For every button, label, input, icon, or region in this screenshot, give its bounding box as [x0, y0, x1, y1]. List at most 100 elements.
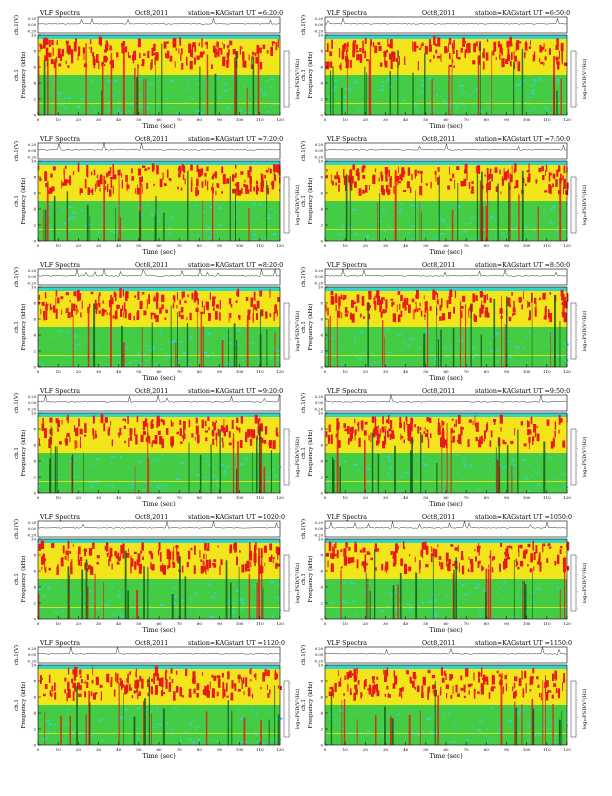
spectrogram-cyan-speckle [42, 459, 44, 462]
spectrogram-red-patch [186, 56, 188, 66]
spectrogram-red-patch [84, 179, 87, 189]
spectrogram-cyan-speckle [534, 80, 537, 83]
spectrogram-cyan-speckle [433, 358, 437, 361]
spectrogram-red-patch [45, 311, 48, 320]
spectrogram-cyan-speckle [126, 347, 129, 349]
spectrogram-sferic [509, 173, 511, 241]
spectrogram-red-patch [39, 177, 42, 182]
spectrogram-red-patch [203, 553, 205, 559]
spectrogram-cyan-speckle [177, 710, 181, 712]
spectrogram-red-patch [216, 183, 220, 188]
spectrogram-cyan-speckle [277, 584, 280, 587]
spectrogram-sferic [330, 70, 331, 115]
spectrogram-red-patch [160, 677, 164, 687]
spectrogram-cyan-speckle [477, 488, 479, 491]
spectrogram-cyan-speckle [63, 587, 65, 590]
spectrogram-cyan-speckle [409, 337, 413, 340]
x-axis-label: Time (sec) [142, 123, 175, 130]
spectrogram-red-patch [269, 689, 271, 695]
spectrogram-red-patch [463, 695, 466, 698]
spectrogram-red-patch [403, 190, 407, 192]
spectrogram-cyan-speckle [413, 104, 416, 106]
spectrogram-red-patch [168, 559, 171, 568]
spectrogram-cyan-speckle [511, 209, 513, 211]
spectrogram-red-patch [150, 686, 153, 695]
spectrogram-red-patch [196, 434, 200, 444]
spectrogram-sferic [147, 567, 149, 619]
spectrogram-red-patch [466, 170, 468, 180]
spectrogram-red-patch [557, 60, 560, 70]
spectrogram-cyan-speckle [426, 470, 428, 472]
spectrogram-red-patch [203, 50, 205, 55]
spectrogram-red-patch [490, 686, 494, 692]
spectrogram-cyan-speckle [544, 224, 546, 226]
spectrogram-red-patch [555, 45, 559, 50]
spectrogram-red-patch [236, 185, 238, 196]
colorbar-tick-label: - [290, 338, 292, 342]
spectrogram-cyan-speckle [408, 461, 412, 463]
spectrogram-cyan-speckle [344, 581, 349, 583]
spectrogram-sferic [552, 703, 554, 745]
spectrogram-red-patch [513, 300, 515, 308]
spectrogram-red-patch [206, 41, 208, 49]
spectrogram-red-patch [84, 434, 87, 437]
spectrogram-red-patch [96, 54, 99, 63]
y-tick-label: 8 [320, 679, 323, 684]
spectrogram-cyan-speckle [371, 238, 374, 240]
spectrogram-red-patch [370, 557, 373, 561]
spectrogram-cyan-speckle [111, 95, 114, 98]
spectrogram-cyan-speckle [494, 238, 497, 240]
spectrogram-red-patch [221, 673, 224, 678]
spectrogram-red-patch [363, 681, 366, 690]
spectrogram-cyan-speckle [491, 707, 495, 709]
spectrogram-red-patch [377, 425, 379, 429]
spectrogram-red-patch [151, 678, 154, 682]
spectrogram-red-patch [163, 565, 166, 575]
spectrogram-sferic [419, 201, 421, 241]
spectrogram-red-patch [473, 689, 476, 699]
panel-title: VLF Spectra [326, 640, 367, 647]
spectrogram-red-patch [377, 42, 381, 45]
spectrogram-cyan-speckle [63, 221, 66, 224]
spectrogram-cyan-speckle [269, 476, 271, 478]
spectrogram-cyan-speckle [155, 105, 158, 108]
spectrogram-cyan-speckle [532, 350, 534, 351]
spectrogram-red-patch [419, 170, 423, 174]
spectrogram-red-patch [211, 688, 215, 698]
spectrogram-red-patch [484, 430, 486, 440]
y-tick-label: 8 [33, 301, 36, 306]
spectrogram-cyan-speckle [340, 226, 345, 228]
spectrogram-red-patch [98, 297, 100, 302]
spectrogram-cyan-speckle [441, 490, 445, 492]
spectrogram-red-patch [169, 178, 172, 182]
waveform-tick-label: 0.20 [315, 647, 324, 651]
spectrogram-red-patch [442, 427, 444, 438]
spectrogram-red-patch [340, 549, 343, 552]
spectrogram-red-patch [265, 169, 269, 173]
spectrogram-cyan-speckle [489, 465, 491, 468]
spectrogram-red-patch [123, 425, 126, 429]
spectrogram-red-patch [65, 40, 69, 45]
spectrogram-cyan-speckle [73, 467, 77, 469]
spectrogram-cyan-speckle [449, 347, 452, 350]
spectrogram-red-patch [234, 172, 237, 176]
spectrogram-red-patch [44, 684, 48, 689]
spectrogram-sferic [479, 180, 481, 241]
spectrogram-red-patch [64, 165, 67, 169]
spectrogram-cyan-speckle [68, 230, 71, 233]
spectrogram-red-patch [192, 675, 196, 684]
spectrogram-red-patch [354, 684, 358, 690]
spectrogram-red-patch [527, 564, 529, 567]
spectrogram-red-patch [247, 433, 249, 439]
waveform-trace [38, 646, 280, 655]
colorbar-frame [570, 428, 577, 486]
spectrogram-red-patch [253, 304, 256, 310]
colorbar-tick-label: - [290, 195, 292, 199]
spectrogram-cyan-speckle [190, 725, 192, 727]
spectrogram-red-patch [50, 190, 53, 193]
spectrogram-cyan-speckle [169, 80, 173, 82]
spectrogram-sferic [101, 90, 103, 115]
spectrogram-cyan-speckle [469, 238, 473, 240]
x-tick-label: 40 [116, 369, 122, 374]
spectrogram-red-patch [527, 429, 530, 436]
